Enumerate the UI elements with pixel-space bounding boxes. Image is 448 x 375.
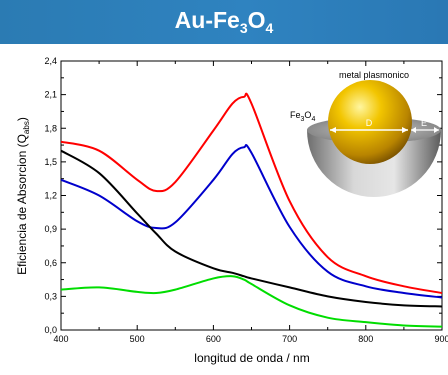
inset-label-metal: metal plasmonico: [339, 70, 409, 80]
x-tick-label: 600: [206, 334, 221, 344]
series-line-3: [61, 149, 442, 308]
inset-label-d: D: [366, 118, 373, 128]
inset-label-shell: Fe3O4: [290, 110, 315, 123]
core-shell-inset: metal plasmonico D E Fe3O4: [290, 70, 441, 197]
y-axis-label: Eficiencia de Absorcion (Qabs): [15, 117, 31, 275]
x-tick-label: 500: [130, 334, 145, 344]
absorption-chart: 400 500 600 700 800 900 0,0 0,3 0,6 0,9 1,2 1,5 1,8…: [15, 56, 448, 365]
y-tick-label: 1,8: [44, 123, 57, 133]
y-tick-label: 0,3: [44, 291, 57, 301]
title-banner: Au-Fe3O4: [0, 0, 448, 44]
series-line-1: [61, 92, 442, 294]
inset-gold-core: [328, 80, 412, 164]
y-tick-label: 2,1: [44, 90, 57, 100]
x-tick-label: 400: [53, 334, 68, 344]
axis-ticks: [60, 60, 443, 331]
series-line-4: [61, 275, 442, 328]
inset-d-arrowhead-right: [402, 127, 408, 133]
y-tick-label: 0,6: [44, 258, 57, 268]
inset-e-arrowhead-left: [411, 127, 416, 133]
y-tick-labels: 0,0 0,3 0,6 0,9 1,2 1,5 1,8 2,1 2,4: [44, 56, 57, 335]
y-tick-label: 1,5: [44, 157, 57, 167]
x-axis-label: longitud de onda / nm: [194, 351, 309, 365]
series-line-2: [61, 144, 442, 299]
inset-label-e: E: [421, 118, 427, 128]
y-tick-label: 0,0: [44, 325, 57, 335]
inset-d-arrowhead-left: [330, 127, 336, 133]
y-tick-label: 2,4: [44, 56, 57, 66]
y-tick-label: 1,2: [44, 191, 57, 201]
inset-e-arrowhead-right: [434, 127, 439, 133]
x-tick-label: 900: [434, 334, 448, 344]
x-tick-labels: 400 500 600 700 800 900: [53, 334, 448, 344]
x-tick-label: 700: [282, 334, 297, 344]
x-tick-label: 800: [358, 334, 373, 344]
series-lines: [61, 92, 442, 328]
y-tick-label: 0,9: [44, 224, 57, 234]
banner-title: Au-Fe3O4: [174, 7, 274, 36]
